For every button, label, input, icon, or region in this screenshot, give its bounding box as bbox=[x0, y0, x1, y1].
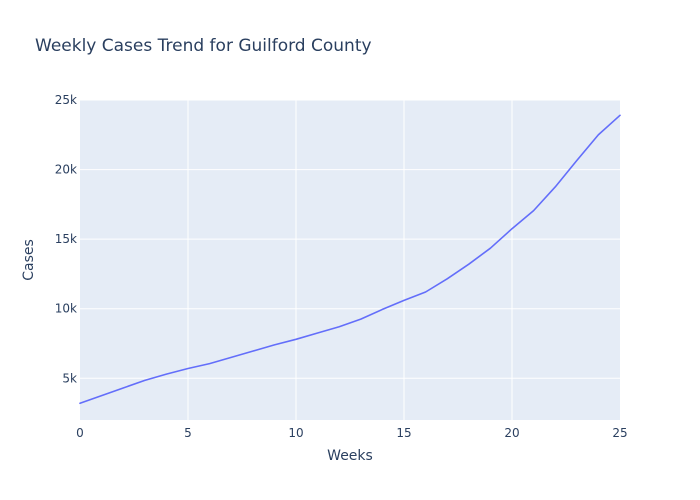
x-tick-label: 25 bbox=[612, 426, 627, 440]
x-axis-title: Weeks bbox=[327, 448, 373, 464]
y-axis-title: Cases bbox=[21, 239, 37, 281]
y-tick-label: 20k bbox=[55, 163, 77, 177]
y-tick-label: 10k bbox=[55, 302, 77, 316]
y-tick-label: 5k bbox=[62, 371, 77, 385]
plot-area bbox=[80, 100, 620, 420]
x-tick-label: 0 bbox=[76, 426, 84, 440]
series-layer bbox=[79, 114, 621, 405]
series-line bbox=[79, 114, 621, 405]
x-axis-ticks: 0 5 10 15 20 25 bbox=[76, 426, 627, 440]
y-axis-ticks: 5k 10k 15k 20k 25k bbox=[55, 93, 77, 385]
x-tick-label: 20 bbox=[504, 426, 519, 440]
x-tick-label: 15 bbox=[396, 426, 411, 440]
x-tick-label: 5 bbox=[184, 426, 192, 440]
y-tick-label: 25k bbox=[55, 93, 77, 107]
y-tick-label: 15k bbox=[55, 232, 77, 246]
grid-lines bbox=[80, 99, 620, 420]
chart-title: Weekly Cases Trend for Guilford County bbox=[35, 36, 372, 56]
x-tick-label: 10 bbox=[288, 426, 303, 440]
